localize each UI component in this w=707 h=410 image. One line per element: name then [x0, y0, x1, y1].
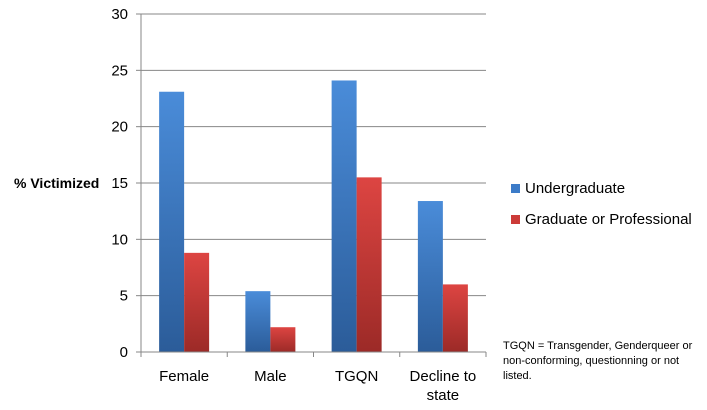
bar-undergraduate-male	[245, 291, 271, 352]
bar-graduate-or-professional-male	[270, 327, 296, 352]
bar-undergraduate-decline-to-state	[417, 201, 443, 352]
legend-swatch-graduate	[511, 214, 520, 224]
bar-undergraduate-female	[159, 91, 185, 353]
y-tick-label-0: 0	[120, 344, 128, 361]
x-tick-label-male: Male	[254, 368, 287, 385]
bar-undergraduate-tgqn	[331, 80, 357, 353]
y-tick-label-15: 15	[111, 175, 128, 192]
legend-label-undergraduate: Undergraduate	[525, 179, 626, 197]
bar-graduate-or-professional-decline-to-state	[442, 284, 468, 352]
y-tick-label-10: 10	[111, 231, 128, 248]
y-tick-label-5: 5	[120, 288, 128, 305]
legend: Undergraduate Graduate or Professional	[511, 178, 692, 240]
bars	[159, 80, 468, 353]
bar-graduate-or-professional-female	[184, 252, 210, 352]
y-tick-label-30: 30	[111, 6, 128, 23]
axes	[140, 14, 487, 357]
legend-item-graduate: Graduate or Professional	[511, 209, 692, 229]
x-tick-label-decline-to-state: Decline to state	[410, 368, 477, 404]
x-tick-labels: Female Male TGQN Decline to state	[159, 368, 476, 404]
y-tick-label-25: 25	[111, 62, 128, 79]
footnote: TGQN = Transgender, Genderqueer or non-c…	[503, 340, 693, 382]
x-tick-label-female: Female	[159, 368, 209, 385]
x-tick-label-tgqn: TGQN	[335, 368, 378, 385]
y-axis-label: % Victimized	[14, 175, 99, 191]
y-tick-label-20: 20	[111, 119, 128, 136]
legend-label-graduate: Graduate or Professional	[525, 210, 692, 228]
y-tick-labels: 0 5 10 15 20 25 30	[111, 6, 128, 361]
bar-graduate-or-professional-tgqn	[356, 177, 382, 352]
legend-swatch-undergraduate	[511, 183, 520, 193]
legend-item-undergraduate: Undergraduate	[511, 178, 692, 198]
